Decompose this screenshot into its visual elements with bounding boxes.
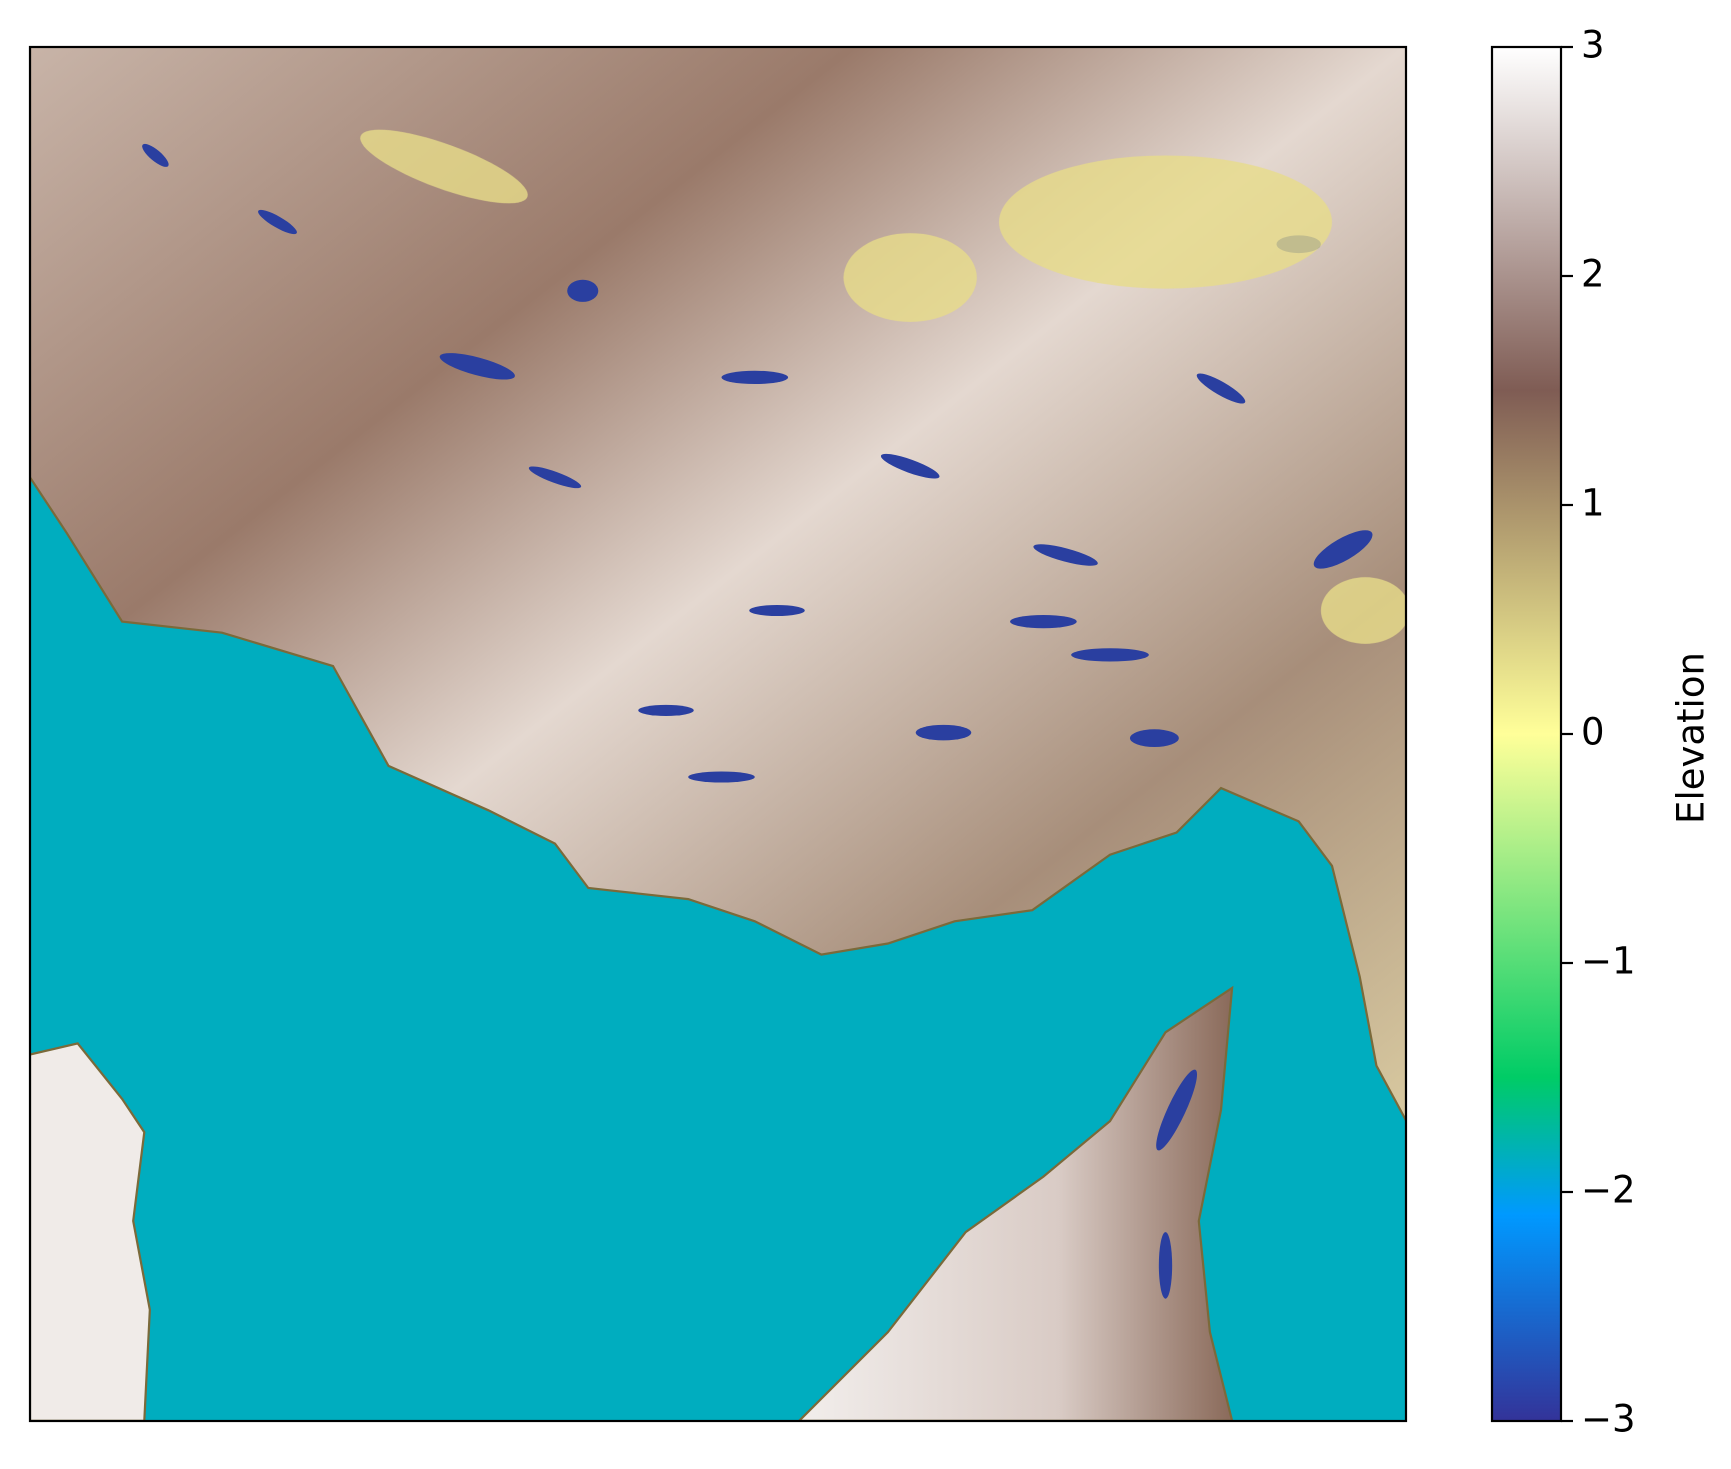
colorbar-tick-label: 2	[1581, 253, 1605, 296]
land	[30, 47, 1406, 1421]
colorbar-tick-label: −1	[1581, 940, 1636, 983]
arabia-land	[797, 985, 1234, 1421]
colorbar-tick-label: 0	[1581, 711, 1605, 754]
iran-land	[30, 47, 1406, 1122]
colorbar-tick-label: −3	[1581, 1398, 1636, 1441]
colorbar-label: Elevation	[1670, 652, 1713, 824]
colorbar-tick-label: 3	[1581, 24, 1605, 67]
uplands	[360, 129, 1406, 644]
map-frame	[28, 45, 1408, 1423]
colorbar-tick-label: 1	[1581, 482, 1605, 525]
colorbar-tick-label: −2	[1581, 1169, 1636, 1212]
map	[30, 47, 1406, 1421]
colorbar	[1492, 47, 1561, 1421]
